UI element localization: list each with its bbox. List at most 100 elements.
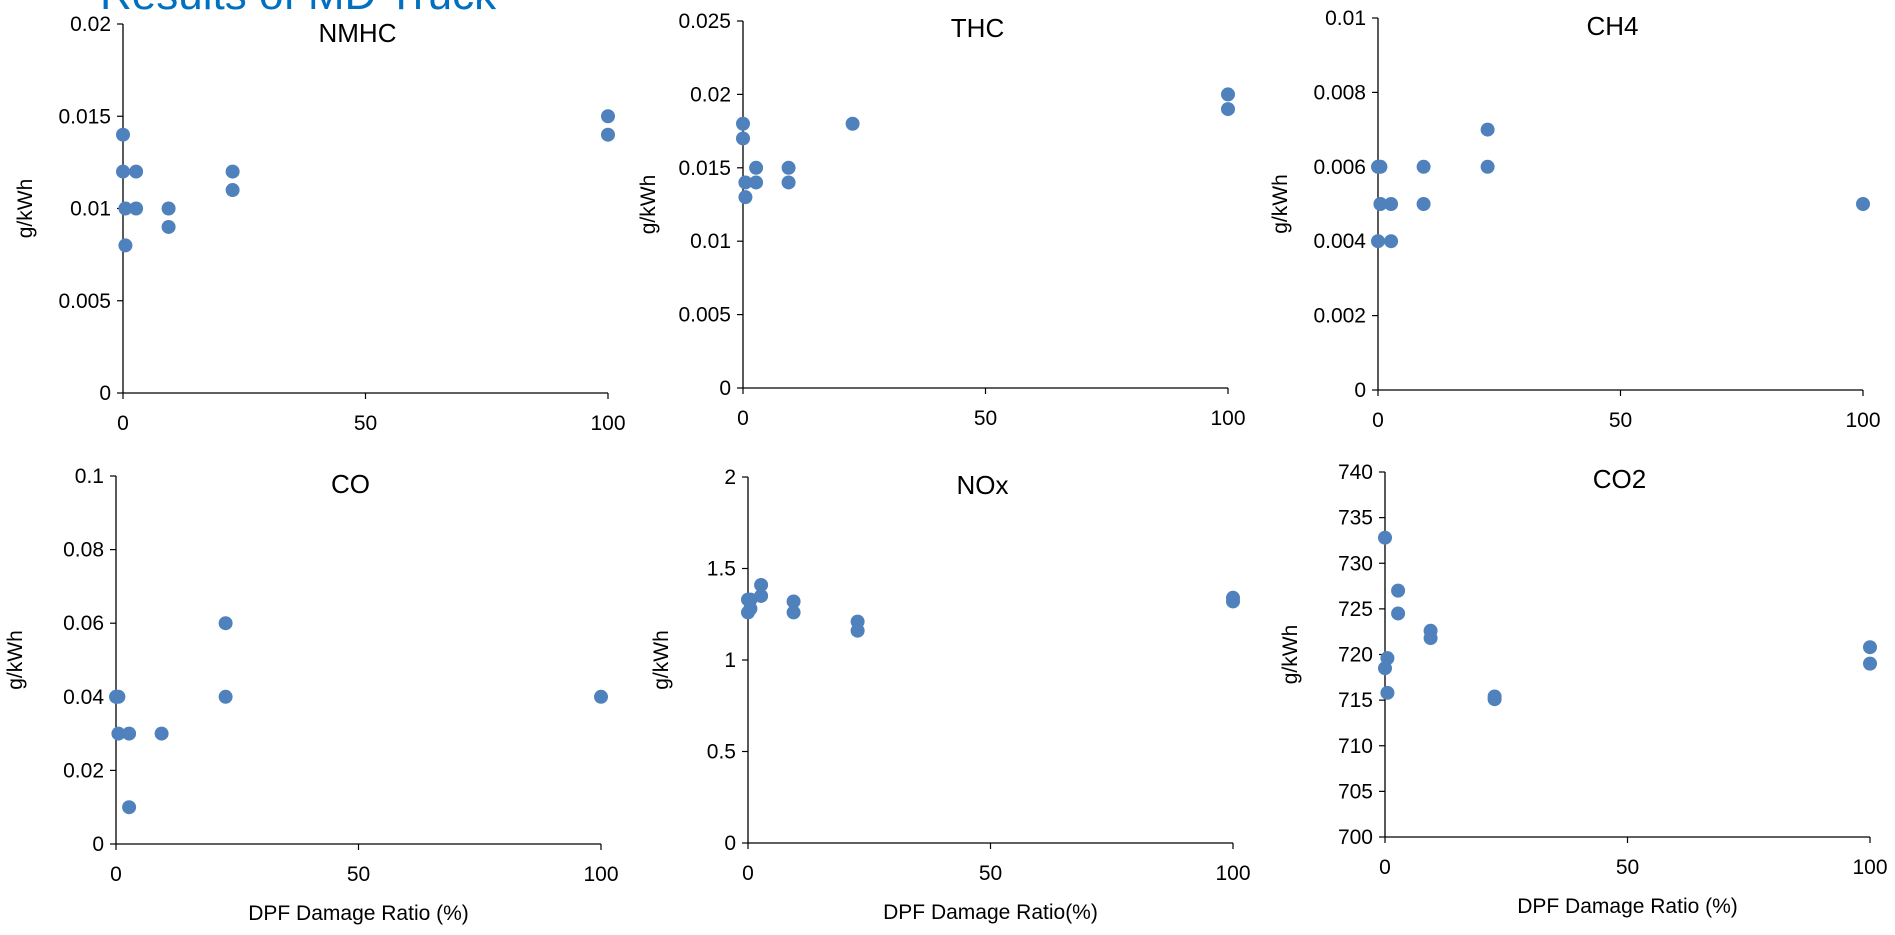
- x-tick-label: 0: [117, 412, 129, 435]
- y-tick-label: 2: [724, 466, 736, 489]
- y-axis-label: g/kWh: [4, 630, 27, 690]
- data-point: [116, 164, 130, 179]
- data-point: [1371, 234, 1385, 249]
- data-point: [161, 201, 176, 216]
- y-tick-label: 0.006: [1313, 156, 1366, 179]
- data-point: [845, 116, 860, 131]
- chart-3: 0 0.002 0.004 0.006 0.008 0.01 0 50 100 CH4 g/kWh: [1269, 7, 1881, 432]
- y-tick-label: 0.005: [678, 304, 731, 327]
- x-tick-label: 50: [979, 862, 1002, 885]
- y-tick-label: 730: [1338, 552, 1373, 575]
- y-axis-label: g/kWh: [14, 179, 37, 239]
- data-point: [154, 726, 169, 741]
- chart-4: 0 0.02 0.04 0.06 0.08 0.1 0 50 100 CO g/kWh DPF Dam…: [4, 465, 619, 925]
- y-tick-label: 0.015: [58, 105, 111, 128]
- data-point: [601, 109, 615, 124]
- data-point: [749, 175, 764, 190]
- y-tick-label: 0.025: [678, 10, 731, 33]
- x-tick-label: 0: [110, 863, 122, 886]
- y-tick-label: 0.08: [63, 539, 104, 562]
- y-tick-label: 0: [719, 377, 731, 400]
- chart-title: THC: [951, 13, 1004, 43]
- data-point: [1221, 87, 1235, 102]
- x-tick-label: 0: [742, 862, 754, 885]
- chart-title: CH4: [1586, 11, 1638, 41]
- chart-title: CO: [331, 469, 370, 499]
- chart-6: 700 705 710 715 720 725 730 735 740 0 50 100 CO2 g/kW…: [1279, 461, 1888, 918]
- chart-title: NOx: [957, 470, 1009, 500]
- data-point: [1384, 234, 1399, 249]
- x-tick-label: 0: [1372, 409, 1384, 432]
- data-point: [161, 219, 176, 234]
- y-tick-label: 0: [99, 382, 111, 405]
- data-point: [1416, 159, 1431, 174]
- y-tick-label: 735: [1338, 507, 1373, 530]
- data-point: [1380, 685, 1395, 700]
- data-point: [786, 594, 801, 609]
- chart-2: 0 0.005 0.01 0.015 0.02 0.025 0 50 100 THC g/kWh: [637, 10, 1246, 430]
- data-point: [1480, 122, 1495, 137]
- x-tick-label: 50: [347, 863, 370, 886]
- data-point: [1378, 530, 1392, 545]
- y-tick-label: 725: [1338, 598, 1373, 621]
- data-point: [754, 588, 769, 603]
- data-point: [1373, 159, 1388, 174]
- data-point: [1487, 692, 1502, 707]
- x-tick-label: 50: [974, 407, 997, 430]
- y-tick-label: 0: [724, 832, 736, 855]
- data-point: [111, 689, 126, 704]
- y-axis-label: g/kWh: [637, 175, 660, 235]
- data-point: [1384, 197, 1399, 211]
- x-tick-label: 50: [354, 412, 377, 435]
- x-tick-label: 100: [1210, 407, 1245, 430]
- y-tick-label: 1: [724, 649, 736, 672]
- data-point: [1226, 594, 1240, 609]
- y-tick-label: 0.005: [58, 290, 111, 313]
- data-point: [129, 164, 144, 179]
- data-point: [1391, 606, 1406, 621]
- x-tick-label: 100: [583, 863, 618, 886]
- data-point: [218, 689, 233, 704]
- y-tick-label: 0.004: [1313, 230, 1366, 253]
- data-point: [116, 127, 130, 142]
- x-tick-label: 0: [1379, 856, 1391, 879]
- y-tick-label: 0.01: [70, 198, 111, 221]
- y-tick-label: 700: [1338, 826, 1373, 849]
- y-tick-label: 0.01: [690, 230, 731, 253]
- data-point: [225, 183, 240, 198]
- chart-title: CO2: [1593, 464, 1646, 494]
- y-tick-label: 710: [1338, 735, 1373, 758]
- data-point: [118, 238, 133, 253]
- data-point: [1863, 656, 1877, 671]
- data-point: [786, 605, 801, 620]
- x-tick-label: 50: [1616, 856, 1639, 879]
- data-point: [118, 201, 133, 216]
- slide-title: Results of MD Truck: [100, 0, 496, 20]
- x-tick-label: 100: [590, 412, 625, 435]
- y-tick-label: 720: [1338, 644, 1373, 667]
- y-tick-label: 0.06: [63, 612, 104, 635]
- y-tick-label: 740: [1338, 461, 1373, 484]
- data-point: [754, 577, 769, 592]
- data-point: [129, 201, 144, 216]
- data-point: [736, 131, 750, 146]
- data-point: [1221, 102, 1235, 117]
- data-point: [1863, 640, 1877, 655]
- y-tick-label: 0.1: [75, 465, 104, 488]
- data-point: [122, 800, 137, 815]
- data-point: [1480, 159, 1495, 174]
- x-axis-label: DPF Damage Ratio (%): [248, 902, 469, 925]
- data-point: [749, 160, 764, 175]
- data-point: [111, 726, 126, 741]
- data-point: [1423, 631, 1438, 646]
- data-point: [225, 164, 240, 179]
- y-tick-label: 715: [1338, 689, 1373, 712]
- y-tick-label: 1.5: [707, 558, 736, 581]
- x-axis-label: DPF Damage Ratio (%): [1517, 895, 1738, 918]
- x-tick-label: 100: [1215, 862, 1250, 885]
- y-axis-label: g/kWh: [1269, 174, 1292, 234]
- x-tick-label: 100: [1852, 856, 1887, 879]
- y-tick-label: 705: [1338, 780, 1373, 803]
- data-point: [1391, 583, 1406, 598]
